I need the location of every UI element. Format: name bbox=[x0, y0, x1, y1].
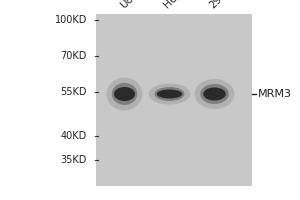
Ellipse shape bbox=[107, 77, 142, 110]
Ellipse shape bbox=[148, 84, 190, 104]
Ellipse shape bbox=[195, 79, 235, 109]
Text: HepG2: HepG2 bbox=[162, 0, 195, 10]
Ellipse shape bbox=[200, 84, 229, 104]
Text: MRM3: MRM3 bbox=[257, 89, 291, 99]
Ellipse shape bbox=[154, 87, 184, 101]
Text: 70KD: 70KD bbox=[61, 51, 87, 61]
FancyBboxPatch shape bbox=[96, 14, 252, 186]
Text: 35KD: 35KD bbox=[61, 155, 87, 165]
Ellipse shape bbox=[203, 88, 226, 100]
Text: 293T: 293T bbox=[207, 0, 233, 10]
Text: 100KD: 100KD bbox=[55, 15, 87, 25]
Text: 40KD: 40KD bbox=[61, 131, 87, 141]
Text: 55KD: 55KD bbox=[61, 87, 87, 97]
Ellipse shape bbox=[112, 83, 137, 105]
Ellipse shape bbox=[157, 90, 182, 98]
Ellipse shape bbox=[114, 87, 135, 101]
Text: U87: U87 bbox=[119, 0, 141, 10]
